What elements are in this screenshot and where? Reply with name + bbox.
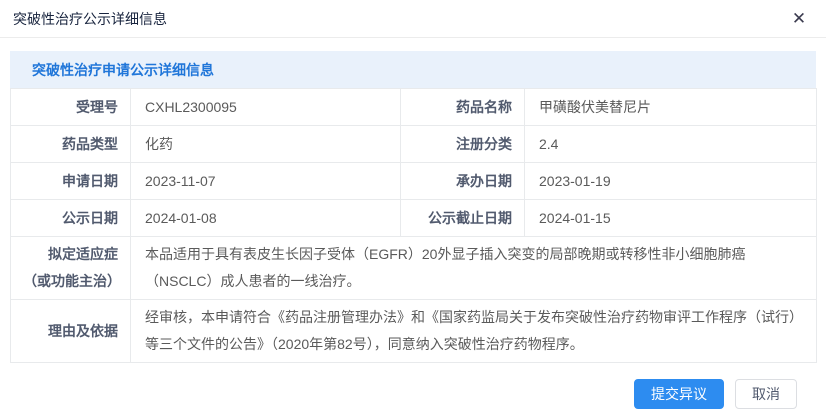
field-value-drug-name: 甲磺酸伏美替尼片	[524, 88, 817, 126]
table-row: 受理号 CXHL2300095 药品名称 甲磺酸伏美替尼片	[10, 88, 817, 126]
field-label-drug-type: 药品类型	[10, 125, 131, 163]
field-label-publicity-date: 公示日期	[10, 199, 131, 237]
table-row: 药品类型 化药 注册分类 2.4	[10, 125, 817, 163]
table-row: 申请日期 2023-11-07 承办日期 2023-01-19	[10, 162, 817, 200]
submit-objection-button[interactable]: 提交异议	[634, 379, 724, 409]
field-value-publicity-date: 2024-01-08	[130, 199, 401, 237]
cancel-button[interactable]: 取消	[735, 379, 797, 409]
field-value-drug-type: 化药	[130, 125, 401, 163]
table-row: 公示日期 2024-01-08 公示截止日期 2024-01-15	[10, 199, 817, 237]
table-row: 理由及依据 经审核，本申请符合《药品注册管理办法》和《国家药监局关于发布突破性治…	[10, 299, 817, 363]
dialog-body: 突破性治疗申请公示详细信息 受理号 CXHL2300095 药品名称 甲磺酸伏美…	[10, 51, 817, 363]
field-value-proposed-indication: 本品适用于具有表皮生长因子受体（EGFR）20外显子插入突变的局部晚期或转移性非…	[130, 236, 817, 300]
detail-table: 受理号 CXHL2300095 药品名称 甲磺酸伏美替尼片 药品类型 化药 注册…	[10, 88, 817, 363]
field-label-drug-name: 药品名称	[400, 88, 525, 126]
close-icon[interactable]: ✕	[791, 9, 807, 28]
dialog-titlebar: 突破性治疗公示详细信息 ✕	[0, 0, 826, 38]
field-value-undertake-date: 2023-01-19	[524, 162, 817, 200]
field-label-application-date: 申请日期	[10, 162, 131, 200]
field-label-proposed-indication: 拟定适应症（或功能主治）	[10, 236, 131, 300]
field-label-acceptance-number: 受理号	[10, 88, 131, 126]
field-value-acceptance-number: CXHL2300095	[130, 88, 401, 126]
field-label-undertake-date: 承办日期	[400, 162, 525, 200]
section-heading: 突破性治疗申请公示详细信息	[32, 61, 214, 78]
table-row: 拟定适应症（或功能主治） 本品适用于具有表皮生长因子受体（EGFR）20外显子插…	[10, 236, 817, 300]
field-value-registration-class: 2.4	[524, 125, 817, 163]
dialog-title: 突破性治疗公示详细信息	[13, 10, 167, 27]
field-value-reason-basis: 经审核，本申请符合《药品注册管理办法》和《国家药监局关于发布突破性治疗药物审评工…	[130, 299, 817, 363]
dialog-footer: 提交异议 取消	[0, 363, 826, 409]
field-label-reason-basis: 理由及依据	[10, 299, 131, 363]
field-value-application-date: 2023-11-07	[130, 162, 401, 200]
field-label-publicity-deadline: 公示截止日期	[400, 199, 525, 237]
section-header: 突破性治疗申请公示详细信息	[10, 51, 816, 88]
field-label-registration-class: 注册分类	[400, 125, 525, 163]
field-value-publicity-deadline: 2024-01-15	[524, 199, 817, 237]
